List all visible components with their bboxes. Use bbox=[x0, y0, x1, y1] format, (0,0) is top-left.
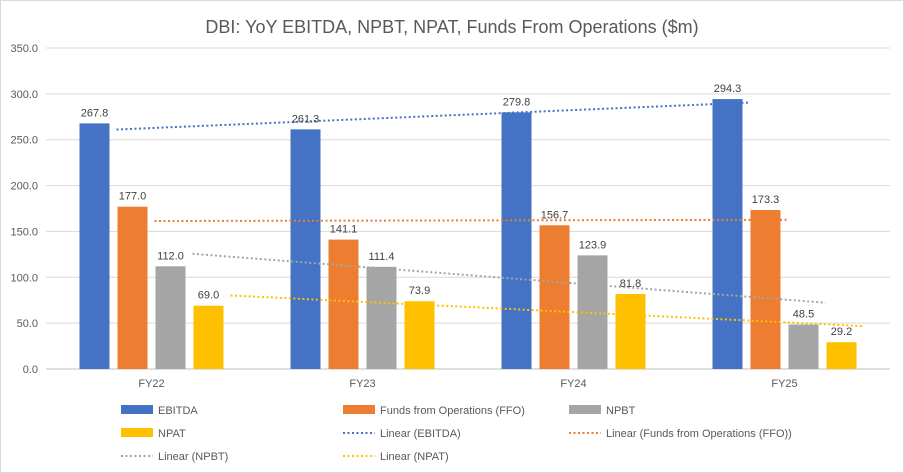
y-tick-label: 50.0 bbox=[17, 318, 38, 330]
data-labels: 267.8 261.3 279.8 294.3 177.0 141.1 156.7 173.3… bbox=[81, 83, 852, 338]
data-label: 29.2 bbox=[831, 326, 852, 338]
bar-npbt-fy22 bbox=[155, 266, 186, 369]
data-label: 48.5 bbox=[793, 309, 814, 321]
x-tick-label: FY25 bbox=[771, 378, 797, 390]
data-label: 261.3 bbox=[292, 113, 320, 125]
legend: EBITDA Funds from Operations (FFO) NPBT NPA… bbox=[121, 405, 792, 463]
data-label: 81.8 bbox=[620, 278, 641, 290]
bar-npat-fy23 bbox=[404, 301, 435, 369]
y-tick-label: 200.0 bbox=[10, 181, 38, 193]
bar-ebitda-fy22 bbox=[79, 123, 110, 369]
data-label: 177.0 bbox=[119, 191, 147, 203]
legend-key bbox=[121, 428, 153, 437]
legend-label: NPAT bbox=[158, 428, 186, 440]
trendline-funds-from-operations-ffo bbox=[154, 218, 788, 223]
data-label: 279.8 bbox=[503, 96, 531, 108]
legend-key bbox=[569, 405, 601, 414]
data-label: 173.3 bbox=[752, 194, 780, 206]
data-label: 156.7 bbox=[541, 209, 569, 221]
data-label: 141.1 bbox=[330, 224, 358, 236]
legend-label: NPBT bbox=[606, 405, 636, 417]
bar-npat-fy24 bbox=[615, 293, 646, 369]
data-label: 123.9 bbox=[579, 239, 607, 251]
chart-title: DBI: YoY EBITDA, NPBT, NPAT, Funds From … bbox=[205, 17, 698, 37]
legend-label: Funds from Operations (FFO) bbox=[380, 405, 525, 417]
trendline-npat bbox=[230, 294, 864, 328]
bar-npbt-fy23 bbox=[366, 266, 397, 369]
bar-ebitda-fy24 bbox=[501, 112, 532, 370]
bar-npat-fy25 bbox=[826, 342, 857, 369]
y-tick-label: 0.0 bbox=[23, 364, 38, 376]
legend-label: Linear (Funds from Operations (FFO)) bbox=[606, 428, 792, 440]
data-label: 267.8 bbox=[81, 107, 109, 119]
bar-funds-from-operations-ffo-fy25 bbox=[750, 210, 781, 369]
y-tick-label: 350.0 bbox=[10, 43, 38, 55]
legend-label: Linear (NPAT) bbox=[380, 451, 449, 463]
bar-npat-fy22 bbox=[193, 305, 224, 369]
x-tick-label: FY24 bbox=[560, 378, 586, 390]
gridlines bbox=[46, 47, 890, 370]
y-tick-label: 150.0 bbox=[10, 226, 38, 238]
y-tick-label: 300.0 bbox=[10, 89, 38, 101]
bar-npbt-fy25 bbox=[788, 324, 819, 369]
bar-funds-from-operations-ffo-fy22 bbox=[117, 206, 148, 369]
trendline-ebitda bbox=[116, 101, 750, 131]
x-tick-label: FY22 bbox=[138, 378, 164, 390]
data-label: 112.0 bbox=[157, 250, 184, 262]
legend-key bbox=[343, 405, 375, 414]
bar-funds-from-operations-ffo-fy23 bbox=[328, 239, 359, 369]
x-tick-label: FY23 bbox=[349, 378, 375, 390]
x-axis-ticks: FY22 FY23 FY24 FY25 bbox=[138, 378, 797, 390]
bar-funds-from-operations-ffo-fy24 bbox=[539, 225, 570, 369]
trendlines bbox=[116, 101, 864, 328]
legend-label: EBITDA bbox=[158, 405, 198, 417]
legend-label: Linear (NPBT) bbox=[158, 451, 228, 463]
y-tick-label: 100.0 bbox=[10, 272, 38, 284]
bars bbox=[79, 99, 857, 370]
legend-label: Linear (EBITDA) bbox=[380, 428, 461, 440]
bar-ebitda-fy23 bbox=[290, 129, 321, 369]
y-tick-label: 250.0 bbox=[10, 135, 38, 147]
y-axis-ticks: 0.0 50.0 100.0 150.0 200.0 250.0 300.0 350.0 bbox=[10, 43, 38, 376]
data-label: 111.4 bbox=[369, 251, 395, 263]
data-label: 69.0 bbox=[198, 290, 219, 302]
legend-key bbox=[121, 405, 153, 414]
data-label: 294.3 bbox=[714, 83, 742, 95]
data-label: 73.9 bbox=[409, 285, 430, 297]
bar-ebitda-fy25 bbox=[712, 99, 743, 370]
